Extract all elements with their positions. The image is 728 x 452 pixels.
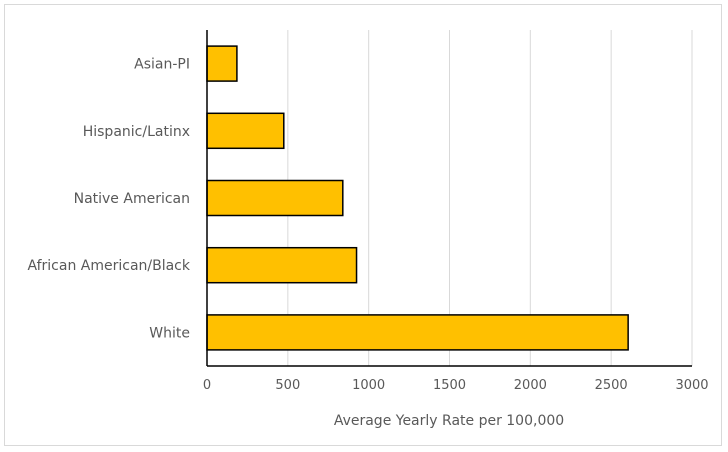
bar-asian-pi bbox=[206, 45, 238, 82]
x-tick-label-0: 0 bbox=[203, 378, 211, 393]
category-label-asian-pi: Asian-PI bbox=[134, 57, 190, 73]
x-tick-label-3000: 3000 bbox=[675, 378, 708, 393]
axes bbox=[206, 30, 692, 367]
x-tick-label-2000: 2000 bbox=[514, 378, 547, 393]
chart-frame bbox=[4, 4, 722, 446]
category-label-hispanic-latinx: Hispanic/Latinx bbox=[83, 124, 190, 140]
bars bbox=[206, 45, 629, 351]
x-tick-label-1500: 1500 bbox=[433, 378, 466, 393]
category-label-native-american: Native American bbox=[74, 191, 190, 207]
category-label-white: White bbox=[149, 325, 190, 341]
gridlines bbox=[287, 30, 693, 366]
labels: 0 500 1000 1500 2000 2500 3000 Asian-PI Hispanic… bbox=[28, 57, 709, 393]
x-tick-label-2500: 2500 bbox=[595, 378, 628, 393]
bar-african-american-black bbox=[206, 246, 358, 284]
x-tick-label-500: 500 bbox=[275, 378, 300, 393]
x-axis-title: Average Yearly Rate per 100,000 bbox=[334, 413, 564, 429]
bar-white bbox=[206, 314, 629, 351]
bar-hispanic-latinx bbox=[206, 112, 285, 150]
x-tick-label-1000: 1000 bbox=[352, 378, 385, 393]
category-label-african-american-black: African American/Black bbox=[28, 258, 191, 274]
bar-native-american bbox=[206, 179, 344, 217]
